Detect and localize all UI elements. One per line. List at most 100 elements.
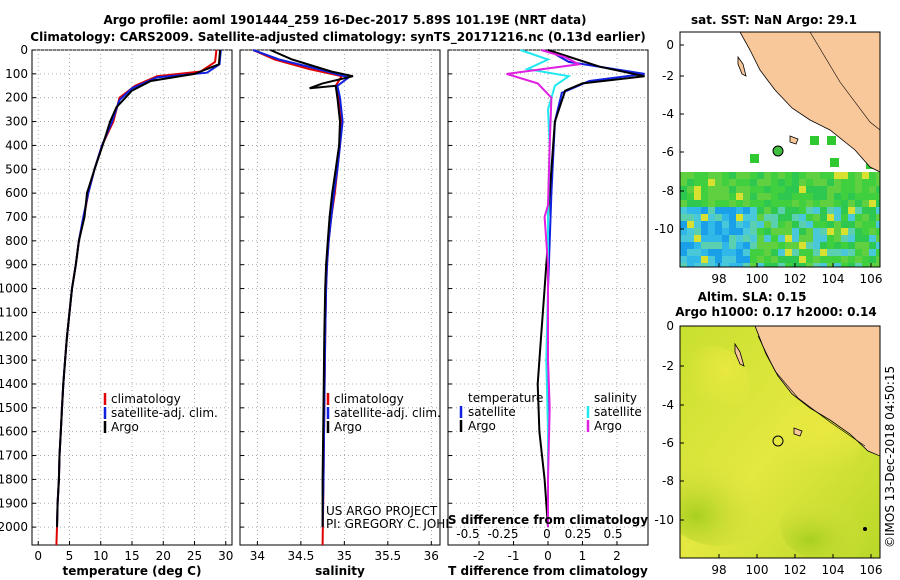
sst-cell xyxy=(708,263,715,267)
sst-cell xyxy=(729,200,736,207)
depth-tick-label: 1100 xyxy=(0,305,28,319)
sst-cell xyxy=(715,207,722,214)
watermark: ©IMOS 13-Dec-2018 04:50:15 xyxy=(883,366,897,548)
sst-cell xyxy=(869,179,876,186)
map-y-tick-label: -2 xyxy=(662,359,674,373)
sst-cell xyxy=(869,200,876,207)
legend-argo-label: Argo xyxy=(334,420,362,434)
sst-cell xyxy=(680,186,687,193)
map-y-tick-label: 0 xyxy=(666,319,674,333)
sst-cell xyxy=(848,172,855,179)
legend-salinity-title: salinity xyxy=(594,391,637,405)
map-x-tick-label: 102 xyxy=(784,272,807,286)
sst-cell xyxy=(757,249,764,256)
map-y-tick-label: -10 xyxy=(654,222,674,236)
sst-cell xyxy=(862,179,869,186)
sst-cell xyxy=(708,172,715,179)
sst-cell xyxy=(827,221,834,228)
sst-cell xyxy=(743,200,750,207)
sst-cell xyxy=(785,235,792,242)
sst-cell xyxy=(757,228,764,235)
sst-cell xyxy=(806,193,813,200)
sst-cell xyxy=(764,200,771,207)
sst-cell xyxy=(862,221,869,228)
sst-cell xyxy=(701,249,708,256)
sst-cell xyxy=(862,249,869,256)
sst-cell xyxy=(827,186,834,193)
sst-cell xyxy=(799,228,806,235)
sst-cell xyxy=(764,228,771,235)
series-line-argo xyxy=(270,49,354,528)
x-tick-label: 0 xyxy=(544,549,552,563)
map-x-tick-label: 104 xyxy=(822,272,845,286)
s-diff-tick-label: -0.5 xyxy=(456,527,479,541)
sst-cell xyxy=(806,235,813,242)
sst-cell xyxy=(743,214,750,221)
sst-cell xyxy=(848,186,855,193)
depth-tick-label: 900 xyxy=(5,258,28,272)
series-line-s-satellite xyxy=(520,49,572,528)
sst-cell xyxy=(736,235,743,242)
sst-cell xyxy=(869,263,876,267)
sst-cell xyxy=(827,256,834,263)
sst-cell xyxy=(834,193,841,200)
sst-cell xyxy=(841,256,848,263)
sst-cell xyxy=(813,172,820,179)
salinity-xlabel: salinity xyxy=(315,564,365,578)
sst-cell xyxy=(862,263,869,267)
sst-cell xyxy=(771,200,778,207)
x-tick-label: 35 xyxy=(337,549,352,563)
sst-cell xyxy=(841,179,848,186)
sst-cell xyxy=(722,186,729,193)
sst-cell xyxy=(750,228,757,235)
difference-top-xlabel: S difference from climatology xyxy=(448,513,648,527)
sst-cell xyxy=(841,228,848,235)
sst-cell xyxy=(827,136,836,145)
sst-cell xyxy=(750,242,757,249)
sst-cell xyxy=(750,249,757,256)
sst-cell xyxy=(862,242,869,249)
sst-cell xyxy=(848,256,855,263)
sst-cell xyxy=(806,249,813,256)
sst-cell xyxy=(792,179,799,186)
sst-cell xyxy=(722,221,729,228)
sst-cell xyxy=(792,172,799,179)
sst-cell xyxy=(869,235,876,242)
sst-cell xyxy=(792,193,799,200)
sst-cell xyxy=(869,214,876,221)
island xyxy=(789,135,799,145)
sst-cell xyxy=(715,242,722,249)
salinity-lines xyxy=(252,49,354,546)
sst-cell xyxy=(841,214,848,221)
sst-cell xyxy=(834,186,841,193)
sst-cell xyxy=(820,263,827,267)
sst-cell xyxy=(848,193,855,200)
sst-cell xyxy=(869,186,876,193)
sst-cell xyxy=(701,228,708,235)
sst-cell xyxy=(841,186,848,193)
sst-cell xyxy=(869,242,876,249)
sst-cell xyxy=(771,263,778,267)
sst-cell xyxy=(687,193,694,200)
x-tick-label: 30 xyxy=(218,549,233,563)
sst-cell xyxy=(799,179,806,186)
sst-cell xyxy=(830,158,839,167)
sst-cell xyxy=(862,193,869,200)
sst-cell xyxy=(701,172,708,179)
island xyxy=(734,342,745,367)
sst-cell xyxy=(869,221,876,228)
credit-pi: PI: GREGORY C. JOHNSON xyxy=(326,517,480,531)
sst-cell xyxy=(771,235,778,242)
sst-cell xyxy=(750,235,757,242)
sst-cell xyxy=(876,228,880,235)
sst-cell xyxy=(792,186,799,193)
sst-cell xyxy=(715,200,722,207)
sst-cell xyxy=(722,256,729,263)
sst-cell xyxy=(869,207,876,214)
x-tick-label: 15 xyxy=(124,549,139,563)
sst-cell xyxy=(701,179,708,186)
sst-cell xyxy=(680,221,687,228)
temperature-grid xyxy=(32,49,232,545)
sst-cell xyxy=(841,235,848,242)
sst-cell xyxy=(771,228,778,235)
